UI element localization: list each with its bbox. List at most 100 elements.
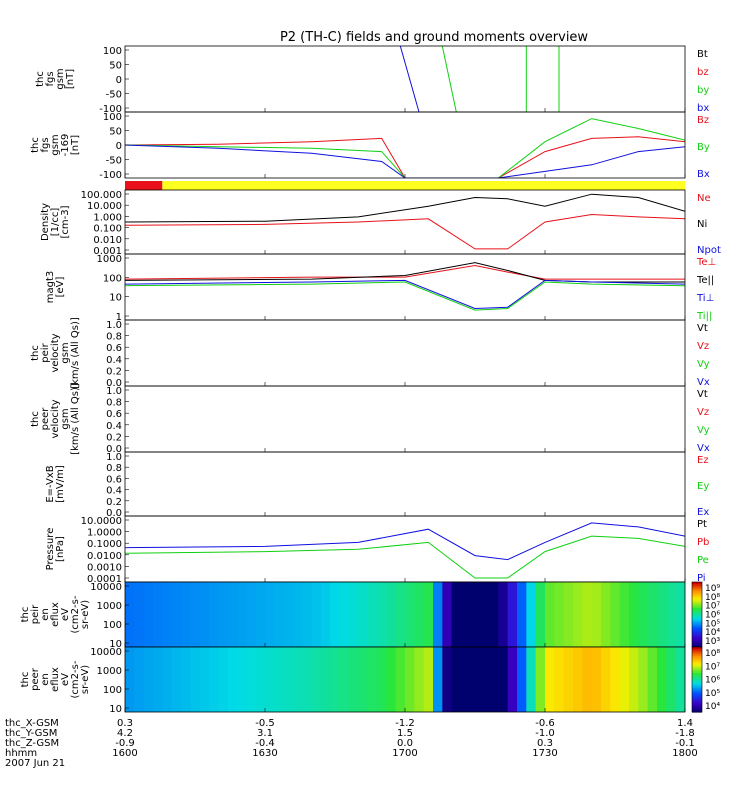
- y-axis-label: eV: [60, 608, 71, 621]
- colorbar-cell: [692, 603, 702, 607]
- heatmap-cell: [377, 647, 387, 712]
- heatmap-cell: [423, 582, 434, 647]
- legend-item: Npot: [697, 245, 721, 256]
- legend-item: bz: [697, 67, 709, 78]
- heatmap-cell: [507, 582, 518, 647]
- chart-title: P2 (TH-C) fields and ground moments over…: [280, 30, 588, 45]
- panel-region-bar: [125, 181, 686, 190]
- heatmap-cell: [619, 647, 630, 712]
- colorbar-cell: [692, 601, 702, 605]
- colorbar-cell: [692, 621, 702, 624]
- heatmap-cell: [237, 582, 247, 647]
- heatmap-cell: [143, 647, 154, 712]
- y-axis-label: [1/cc]: [50, 208, 61, 237]
- y-axis-label: gsm: [60, 408, 71, 429]
- panel-peer-velocity: Vt Vz Vy Vx 1.00.80.60.40.20.0 thc peer velocit…: [30, 383, 710, 455]
- heatmap-cell: [321, 582, 331, 647]
- heatmap-cell: [489, 582, 499, 647]
- colorbar-cell: [692, 688, 702, 691]
- heatmap-cell: [573, 582, 583, 647]
- heatmap-cell: [377, 582, 387, 647]
- colorbar-cell: [692, 623, 702, 626]
- heatmap-cell: [181, 582, 191, 647]
- heatmap-cell: [358, 647, 369, 712]
- heatmap-cell: [181, 647, 191, 712]
- x-axis-row-label: thc_Y-GSM: [5, 728, 57, 739]
- heatmap-cell: [395, 582, 406, 647]
- colorbar-cell: [692, 636, 702, 639]
- colorbar-cell: [692, 653, 702, 657]
- colorbar-cell: [692, 592, 702, 596]
- legend-item: Vt: [697, 389, 708, 400]
- colorbar-tick-label: 10⁸: [705, 593, 720, 603]
- heatmap-cell: [414, 582, 425, 647]
- heatmap-cell: [591, 582, 602, 647]
- y-axis-label: (cm2-s-: [70, 595, 81, 633]
- y-tick-label: 0.8: [106, 332, 122, 343]
- colorbar-cell: [692, 588, 702, 592]
- heatmap-cell: [647, 647, 658, 712]
- heatmap-cell: [666, 647, 677, 712]
- panel-temperature: Te⊥ Te|| Ti⊥ Ti|| 1000 100 10 1 magt3 [eV]: [45, 253, 716, 323]
- colorbar-cell: [692, 662, 702, 665]
- heatmap-cell: [582, 647, 593, 712]
- x-axis-value: 1630: [252, 748, 277, 759]
- x-axis-value: -0.1: [675, 738, 695, 749]
- heatmap-cell: [349, 582, 359, 647]
- panel-data: [125, 118, 685, 178]
- region-segment: [162, 181, 686, 190]
- colorbar-tick-label: 10⁷: [705, 602, 720, 612]
- colorbar-tick-label: 10⁴: [705, 628, 720, 638]
- legend-item: Vx: [697, 443, 710, 454]
- y-axis-label: [nT]: [65, 69, 76, 89]
- series-line-Ne: [125, 213, 685, 250]
- y-axis-label: [cm-3]: [60, 205, 71, 238]
- legend-item: Ne: [697, 193, 711, 204]
- x-axis-value: -1.2: [395, 718, 415, 729]
- heatmap-cell: [274, 647, 285, 712]
- heatmap-cell: [153, 647, 163, 712]
- heatmap-cell: [330, 582, 341, 647]
- y-axis-label: velocity: [50, 333, 61, 372]
- legend-item: Pb: [697, 537, 709, 548]
- y-axis-label: velocity: [50, 399, 61, 438]
- heatmap-cell: [582, 582, 593, 647]
- x-axis-value: 0.3: [537, 738, 553, 749]
- series-line-by: [441, 46, 457, 112]
- y-axis-label: -169: [60, 134, 71, 157]
- y-tick-label: -100: [99, 104, 122, 115]
- colorbar-cell: [692, 686, 702, 689]
- x-axis-value: 0.3: [117, 718, 133, 729]
- heatmap-cell: [302, 647, 313, 712]
- heatmap-cell: [405, 582, 415, 647]
- y-tick-label: 0.2: [106, 497, 122, 508]
- y-tick-label: 0.0: [106, 444, 122, 455]
- heatmap-cell: [675, 582, 685, 647]
- colorbar-cell: [692, 644, 702, 648]
- colorbar-cell: [692, 690, 702, 694]
- colorbar-cell: [692, 699, 702, 702]
- legend-item: bx: [697, 103, 709, 114]
- panel-data: [125, 193, 685, 250]
- legend-item: Pi: [697, 573, 706, 584]
- series-line-Pe: [125, 535, 685, 579]
- x-axis-value: -0.5: [255, 718, 275, 729]
- x-axis-value: 1800: [672, 748, 697, 759]
- heatmap-cell: [218, 647, 229, 712]
- heatmap-cell: [601, 647, 611, 712]
- heatmap-cell: [386, 647, 397, 712]
- heatmap-cell: [134, 582, 145, 647]
- x-axis-date: 2007 Jun 21: [5, 758, 65, 769]
- heatmap-cell: [526, 647, 537, 712]
- y-axis-label: [eV]: [55, 277, 66, 298]
- heatmap-cell: [246, 647, 257, 712]
- colorbar-cell: [692, 649, 702, 652]
- colorbar-cell: [692, 696, 702, 700]
- y-axis-label: gsm: [50, 134, 61, 155]
- heatmap-cell: [125, 647, 135, 712]
- heatmap-cell: [190, 582, 201, 647]
- y-tick-label: 10: [109, 639, 122, 650]
- heatmap-cell: [283, 582, 294, 647]
